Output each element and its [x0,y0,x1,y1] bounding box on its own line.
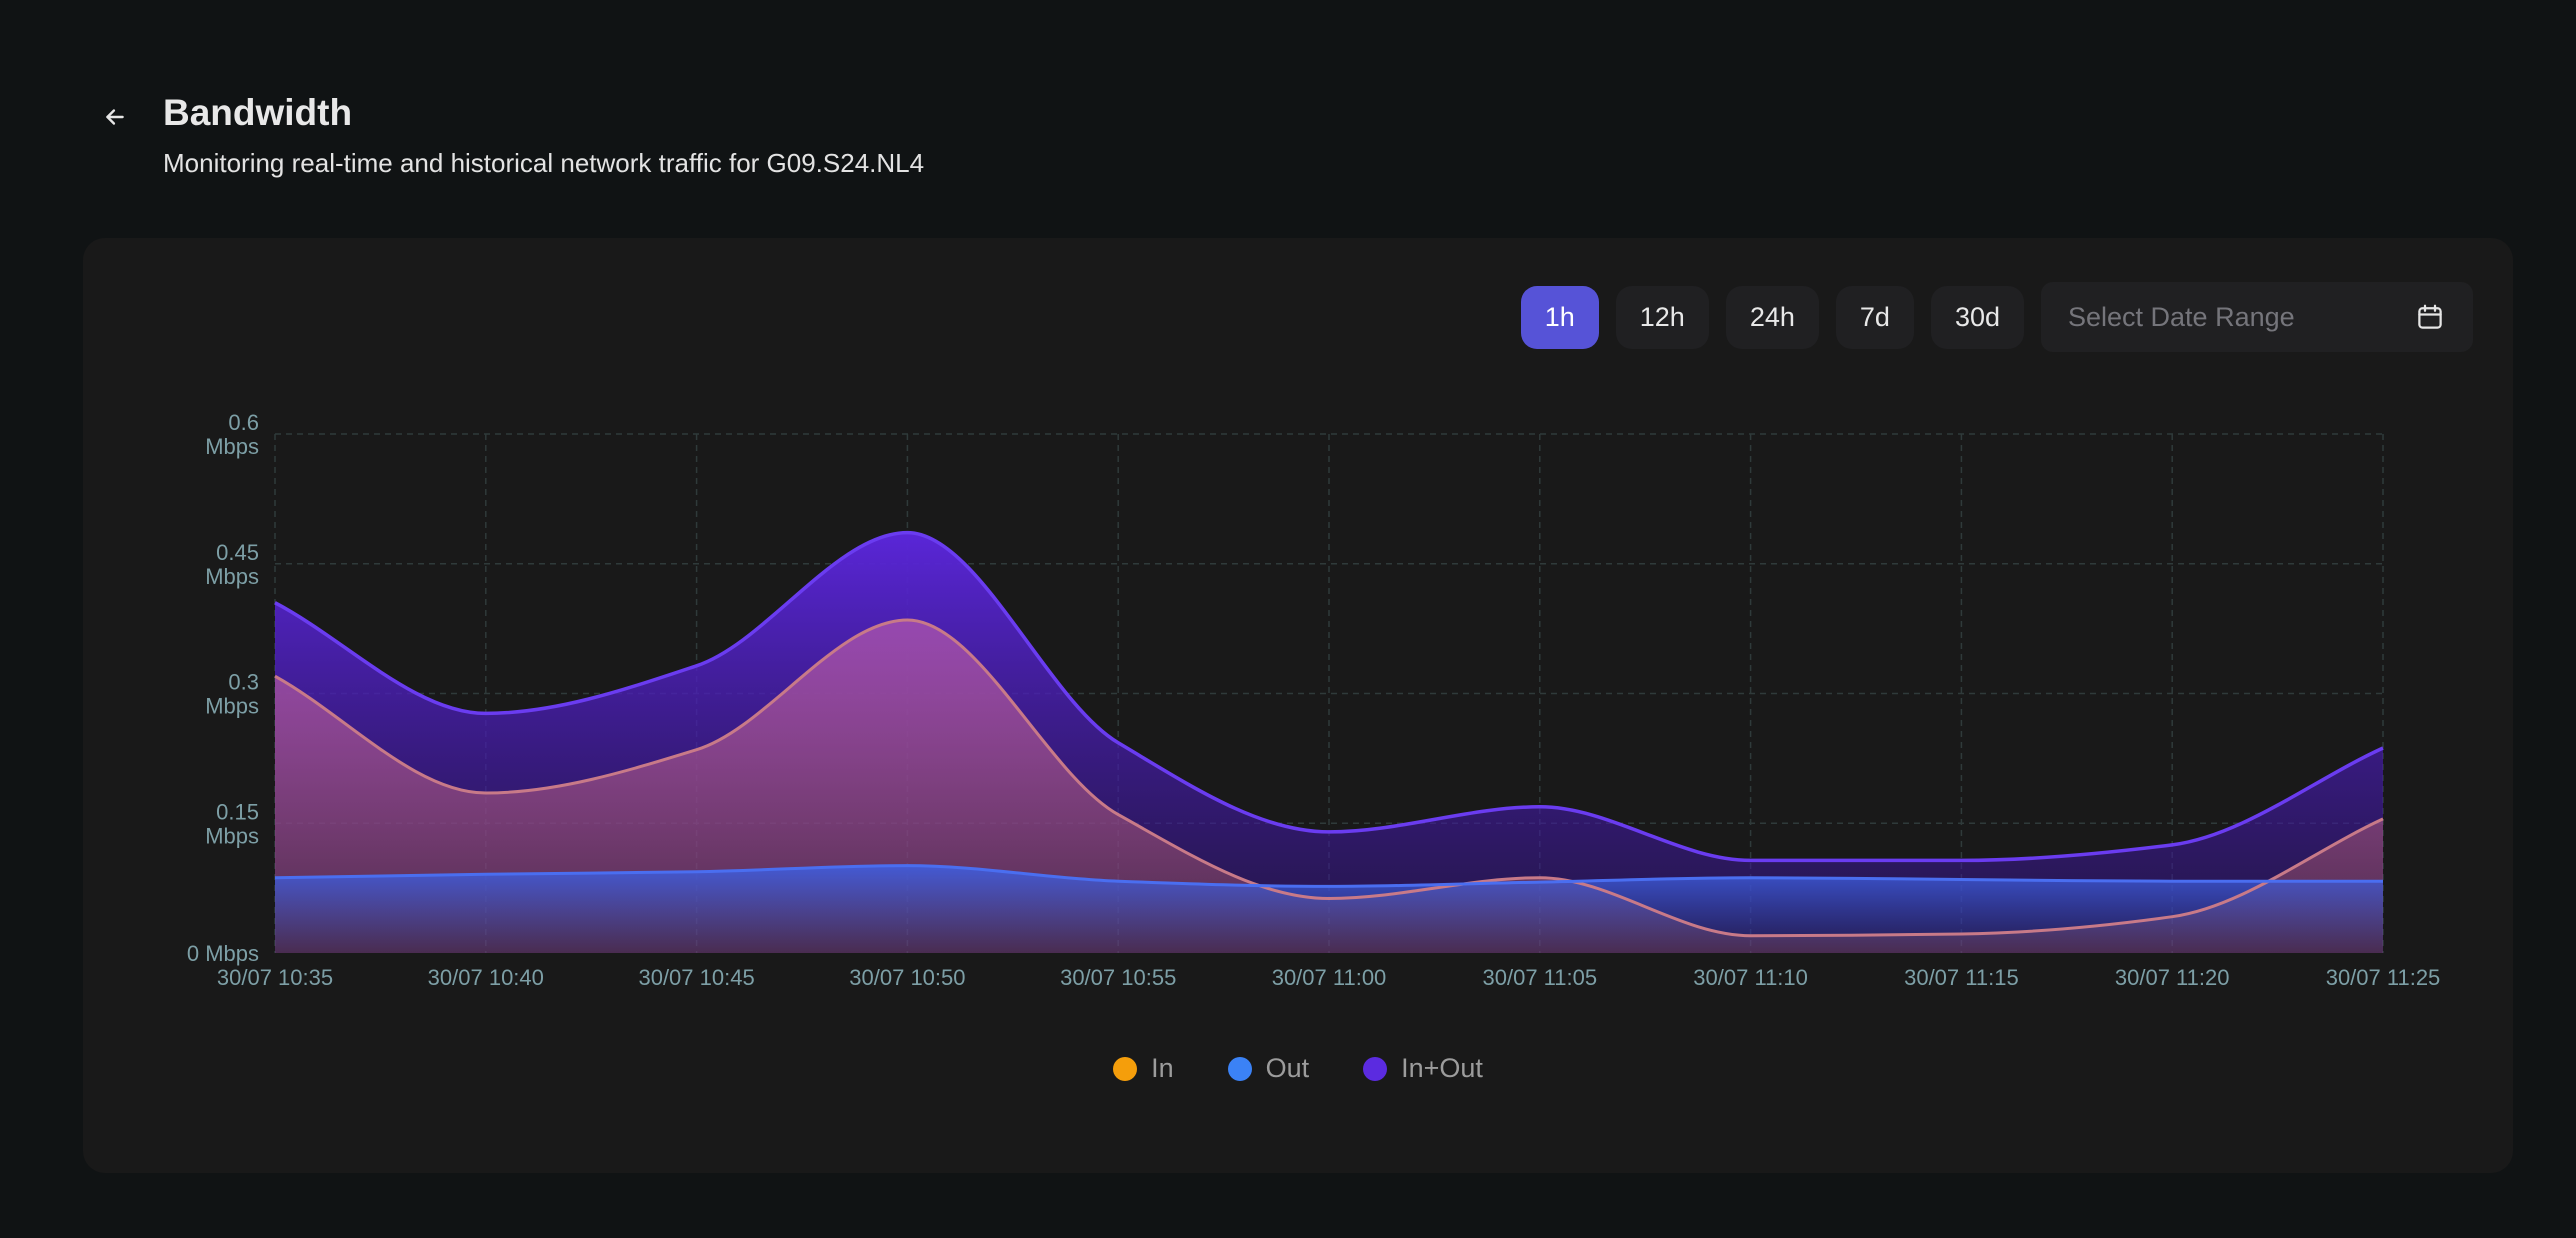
x-tick-label: 30/07 10:50 [849,965,965,990]
legend-item-in[interactable]: In [1113,1053,1174,1084]
x-tick-label: 30/07 10:55 [1060,965,1176,990]
x-tick-label: 30/07 11:25 [2326,965,2441,990]
x-tick-label: 30/07 11:15 [1904,965,2019,990]
calendar-icon[interactable] [2415,302,2445,332]
chart-axes: 0 Mbps 0.15 Mbps 0.3 Mbps 0.45 Mbps 0.6 Mbps 30/0… [187,410,2440,990]
legend-swatch [1227,1056,1252,1081]
x-tick-label: 30/07 10:40 [428,965,544,990]
legend-label: Out [1265,1053,1310,1083]
x-tick-label: 30/07 11:10 [1693,965,1808,990]
page-title: Bandwidth [163,92,353,133]
time-range-selector: 1h 12h 24h 7d 30d [1520,282,2473,352]
date-range-picker[interactable] [2041,282,2473,352]
chart-lines [274,530,2384,938]
legend-label: In [1151,1053,1174,1083]
y-tick-label: 0.45 Mbps [205,540,259,589]
chart-areas [275,532,2383,953]
bandwidth-chart: 0 Mbps 0.15 Mbps 0.3 Mbps 0.45 Mbps 0.6 Mbps 30/0… [187,410,2440,990]
arrow-left-icon [106,109,124,125]
x-tick-label: 30/07 10:45 [638,965,754,990]
legend-swatch [1113,1056,1138,1081]
legend-label: In+Out [1401,1053,1483,1083]
y-tick-label: 0.3 Mbps [205,670,259,719]
date-range-input[interactable] [2066,300,2390,334]
page-subtitle: Monitoring real-time and historical netw… [163,148,925,178]
range-button-24h[interactable]: 24h [1725,285,1819,349]
x-tick-label: 30/07 11:20 [2115,965,2230,990]
range-button-1h[interactable]: 1h [1520,285,1599,349]
area-out [275,865,2383,953]
back-button[interactable] [100,102,130,132]
line-out [274,864,2383,888]
legend-item-out[interactable]: Out [1227,1053,1310,1084]
line-in-out [274,530,2384,863]
x-tick-label: 30/07 11:00 [1272,965,1387,990]
legend-swatch [1363,1056,1388,1081]
line-in [274,618,2384,938]
y-tick-label: 0.6 Mbps [205,410,259,459]
legend-item-in-out[interactable]: In+Out [1363,1053,1483,1084]
chart-legend: In Out In+Out [83,1053,2513,1084]
range-button-30d[interactable]: 30d [1930,285,2024,349]
y-tick-label: 0 Mbps [187,941,259,966]
bandwidth-card: 1h 12h 24h 7d 30d [83,238,2513,1173]
x-tick-label: 30/07 10:35 [217,965,333,990]
x-tick-label: 30/07 11:05 [1483,965,1598,990]
range-button-7d[interactable]: 7d [1835,285,1914,349]
range-button-12h[interactable]: 12h [1615,285,1709,349]
y-tick-label: 0.15 Mbps [205,799,259,848]
